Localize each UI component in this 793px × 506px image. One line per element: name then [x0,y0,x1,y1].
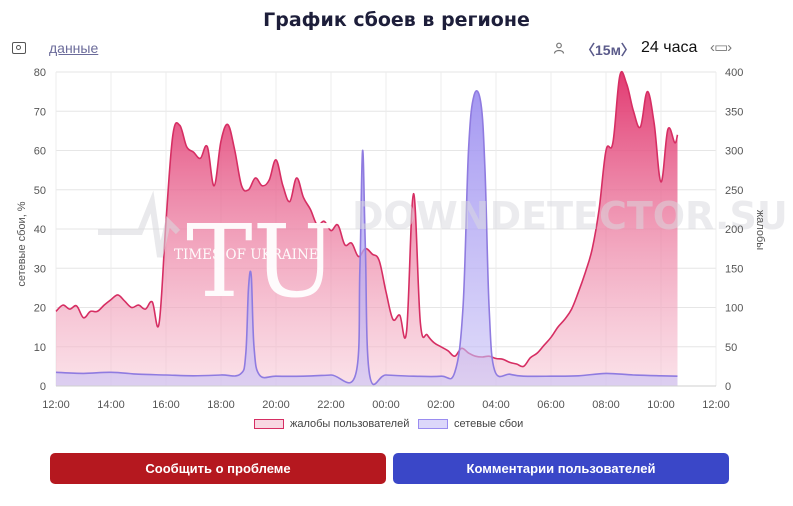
watermark-site-text: DOWNDETECTOR.SU [352,194,788,238]
legend-label-outages: сетевые сбои [454,418,524,430]
x-tick-label: 12:00 [702,399,730,411]
legend-label-complaints: жалобы пользователей [290,418,410,430]
y-left-tick-label: 60 [34,146,46,158]
period-label[interactable]: 24 часа [641,39,698,56]
y-right-tick-label: 350 [725,106,743,118]
legend-swatch-complaints [254,419,284,429]
y-right-tick-label: 150 [725,263,743,275]
legend-item-outages[interactable]: сетевые сбои [418,418,523,430]
chart-axes: 0 10 20 30 40 50 60 70 80 0 50 100 150 200 250 300 350 40… [34,67,744,411]
legend-item-complaints[interactable]: жалобы пользователей [254,418,409,430]
calendar-icon[interactable]: ‹▭› [710,39,732,56]
chart-legend: жалобы пользователей сетевые сбои [0,418,793,434]
camera-icon[interactable] [12,42,26,54]
y-axis-left-label: сетевые сбои, % [16,201,28,286]
x-tick-label: 18:00 [207,399,235,411]
y-right-tick-label: 300 [725,146,743,158]
x-tick-label: 12:00 [42,399,70,411]
report-problem-button[interactable]: Сообщить о проблеме [50,453,386,484]
y-right-tick-label: 400 [725,67,743,79]
legend-swatch-outages [418,419,448,429]
y-right-tick-label: 250 [725,185,743,197]
y-right-tick-label: 100 [725,303,743,315]
user-comments-button[interactable]: Комментарии пользователей [393,453,729,484]
interval-selector[interactable]: 〈15м〉 [581,42,635,58]
x-tick-label: 16:00 [152,399,180,411]
x-tick-label: 00:00 [372,399,400,411]
data-link[interactable]: данные [49,40,99,56]
x-tick-label: 02:00 [427,399,455,411]
x-tick-label: 22:00 [317,399,345,411]
complaints-area [55,70,679,386]
y-left-tick-label: 20 [34,303,46,315]
x-tick-label: 14:00 [97,399,125,411]
outage-chart: DOWNDETECTOR.SU TU TIMES OF UKRAINE 0 10 2… [16,67,788,411]
outages-series-line [55,89,678,386]
y-axis-right-label: жалобы [754,210,766,250]
chart-toolbar: данные 〈15м〉 24 часа ‹▭› [0,36,793,62]
y-right-tick-label: 50 [725,342,737,354]
x-tick-label: 10:00 [647,399,675,411]
watermark-logo-subtitle: TIMES OF UKRAINE [174,247,319,263]
user-icon[interactable] [553,42,565,54]
y-left-tick-label: 80 [34,67,46,79]
y-left-tick-label: 40 [34,224,46,236]
y-left-tick-label: 0 [40,381,46,393]
y-left-tick-label: 70 [34,106,46,118]
outages-area [55,89,678,387]
watermark-logo-letters: TU [186,203,337,320]
y-right-tick-label: 0 [725,381,731,393]
x-tick-label: 06:00 [537,399,565,411]
watermark: DOWNDETECTOR.SU TU TIMES OF UKRAINE [98,190,788,320]
page-title: График сбоев в регионе [263,9,530,31]
y-left-tick-label: 10 [34,342,46,354]
y-left-tick-label: 50 [34,185,46,197]
complaints-series-fill [56,71,678,386]
y-left-tick-label: 30 [34,263,46,275]
x-tick-label: 20:00 [262,399,290,411]
complaints-series-line [55,70,679,368]
watermark-pulse-icon [98,190,181,258]
x-tick-label: 04:00 [482,399,510,411]
y-right-tick-label: 200 [725,224,743,236]
x-tick-label: 08:00 [592,399,620,411]
